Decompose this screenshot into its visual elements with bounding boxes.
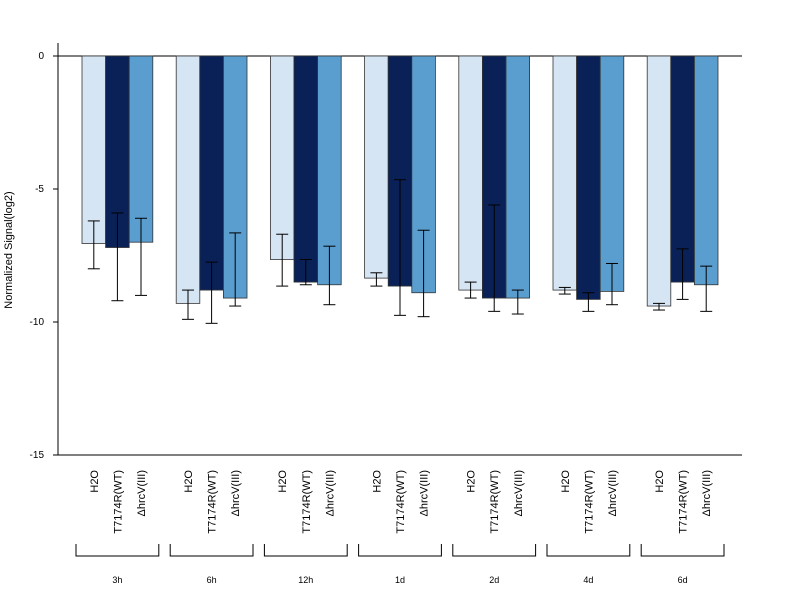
group-bracket xyxy=(452,544,537,557)
category-label: H2O xyxy=(654,470,666,493)
category-label: T7174R(WT) xyxy=(489,470,501,534)
bar-4d-0 xyxy=(552,55,578,291)
y-tick-label: -15 xyxy=(30,450,45,461)
group-label: 12h xyxy=(298,575,313,585)
y-tick-label: -10 xyxy=(30,317,45,328)
category-label: ΔhrcV(III) xyxy=(136,470,148,516)
group-label: 2d xyxy=(489,575,499,585)
category-label: T7174R(WT) xyxy=(395,470,407,534)
group-bracket xyxy=(546,544,631,557)
bar-6d-1 xyxy=(670,55,695,283)
category-label: T7174R(WT) xyxy=(112,470,124,534)
bar-2d-0 xyxy=(458,55,483,291)
group-label: 6d xyxy=(678,575,688,585)
category-label: H2O xyxy=(277,470,289,493)
bar-4d-1 xyxy=(576,55,601,300)
category-label: T7174R(WT) xyxy=(583,470,595,534)
bar-6h-1 xyxy=(199,55,224,291)
category-label: H2O xyxy=(466,470,478,493)
category-label: T7174R(WT) xyxy=(301,470,313,534)
category-label: ΔhrcV(III) xyxy=(230,470,242,516)
group-bracket xyxy=(358,544,442,557)
group-bracket xyxy=(75,544,160,557)
category-label: T7174R(WT) xyxy=(678,470,690,534)
group-label: 3h xyxy=(112,575,122,585)
y-tick-label: 0 xyxy=(38,51,44,62)
category-label: H2O xyxy=(371,470,383,493)
bar-2d-2 xyxy=(505,55,531,299)
plot-area: 0 -5 -10 -15 H2O T7174R(WT) ΔhrcV(III) 3h H2O T71… xyxy=(30,43,742,585)
bar-6h-0 xyxy=(175,55,201,304)
y-tick-label: -5 xyxy=(35,184,44,195)
category-label: ΔhrcV(III) xyxy=(701,470,713,516)
bar-6d-2 xyxy=(694,55,719,286)
group-bracket xyxy=(263,544,348,557)
category-label: H2O xyxy=(560,470,572,493)
bar-1d-0 xyxy=(364,55,389,279)
category-label: ΔhrcV(III) xyxy=(324,470,336,516)
category-label: T7174R(WT) xyxy=(207,470,219,534)
category-label: H2O xyxy=(89,470,101,493)
bar-3h-2 xyxy=(128,55,154,243)
group-bracket xyxy=(169,544,254,557)
group-label: 1d xyxy=(395,575,405,585)
group-bracket xyxy=(640,544,725,557)
bar-6d-0 xyxy=(646,55,672,307)
group-label: 6h xyxy=(207,575,217,585)
y-axis-label: Normalized Signal(log2) xyxy=(3,191,15,308)
category-label: ΔhrcV(III) xyxy=(513,470,525,516)
bar-4d-2 xyxy=(599,55,625,292)
group-label: 4d xyxy=(583,575,593,585)
bar-3h-0 xyxy=(81,55,107,244)
category-label: ΔhrcV(III) xyxy=(419,470,431,516)
bar-12h-0 xyxy=(269,55,295,260)
category-label: H2O xyxy=(183,470,195,493)
bar-12h-1 xyxy=(293,55,319,283)
category-label: ΔhrcV(III) xyxy=(607,470,619,516)
